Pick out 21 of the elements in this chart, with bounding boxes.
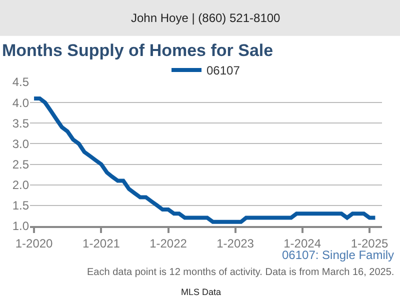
y-tick-label: 2.0 [12,178,30,192]
y-tick-label: 2.5 [12,157,30,172]
y-tick-label: 3.0 [12,136,30,151]
x-tick-label: 1-2021 [82,236,120,250]
y-tick-label: 4.0 [12,96,30,110]
line-series [32,96,378,224]
text: MLS Data [181,287,222,297]
y-tick-label: 1.0 [12,219,30,234]
y-tick-label: 4.5 [12,75,30,90]
chart-title: Months Supply of Homes for Sale [2,40,274,60]
x-tick-label: 1-2023 [216,236,254,250]
text: 06107: Single Family [282,248,394,262]
x-tick-label: 1-2022 [150,236,188,250]
y-tick-label: 1.5 [12,198,30,213]
x-tick-label: 1-2025 [350,236,389,250]
text: Each data point is 12 months of activity. Data is from March 16, 2025. [87,267,394,278]
text: John Hoye | (860) 521-8100 [131,11,281,25]
x-tick-label: 1-2020 [15,236,54,250]
legend-label: 06107 [206,64,240,78]
y-tick-label: 3.5 [12,116,30,130]
x-tick-label: 1-2024 [284,236,322,250]
